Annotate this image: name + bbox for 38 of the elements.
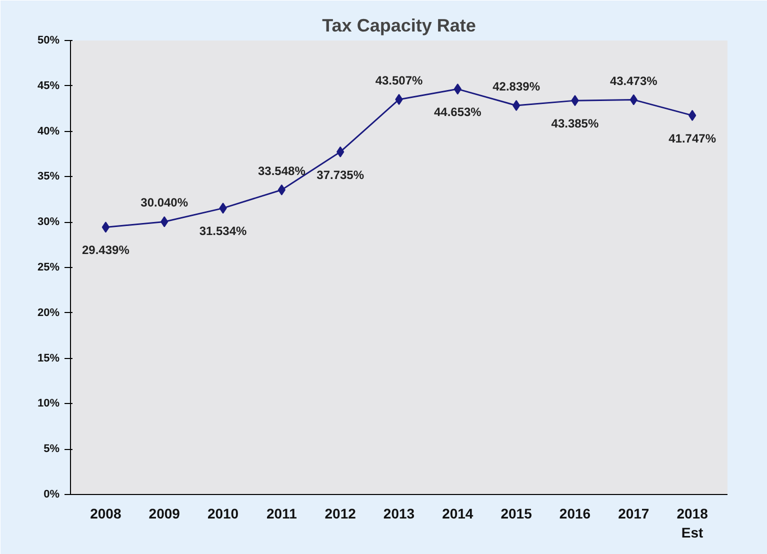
y-tick-label: 45% (37, 80, 60, 92)
x-tick-label: 2010 (207, 506, 239, 522)
x-tick-label: 2018 Est (676, 506, 708, 541)
y-tick-label: 30% (37, 216, 60, 228)
y-tick-label: 15% (37, 352, 60, 364)
x-tick-label: 2016 (559, 506, 591, 522)
x-tick-label: 2014 (442, 506, 474, 522)
data-label: 43.473% (610, 74, 658, 88)
chart-title: Tax Capacity Rate (322, 16, 476, 36)
y-tick-label: 35% (37, 170, 60, 183)
y-tick-label: 0% (44, 488, 60, 500)
data-label: 30.040% (140, 196, 188, 210)
data-label: 43.507% (375, 73, 424, 88)
x-tick-label: 2008 (90, 506, 122, 522)
data-label: 37.735% (316, 168, 364, 182)
y-tick-label: 40% (37, 125, 60, 138)
x-tick-label: 2013 (383, 506, 415, 522)
point (102, 222, 110, 233)
x-tick-label: 2009 (148, 506, 180, 522)
data-label: 33.548% (258, 164, 306, 178)
x-tick-label: 2011 (266, 506, 298, 522)
data-label: 41.747% (668, 131, 716, 146)
x-tick-label: 2012 (324, 506, 356, 522)
data-label: 43.385% (551, 116, 599, 131)
y-tick-label: 25% (37, 262, 60, 274)
x-tick-label: 2017 (618, 506, 650, 522)
point (278, 184, 286, 196)
y-tick-label: 20% (37, 306, 60, 319)
x-tick-label: 2015 (500, 506, 532, 522)
data-label: 29.439% (82, 243, 130, 258)
y-tick-label: 50% (37, 34, 60, 46)
y-tick-label: 10% (37, 398, 60, 410)
data-label: 31.534% (199, 224, 248, 238)
y-tick-label: 5% (44, 443, 60, 456)
point (688, 110, 696, 121)
data-label: 44.653% (434, 105, 482, 120)
point (512, 100, 520, 112)
data-label: 42.839% (492, 80, 540, 94)
